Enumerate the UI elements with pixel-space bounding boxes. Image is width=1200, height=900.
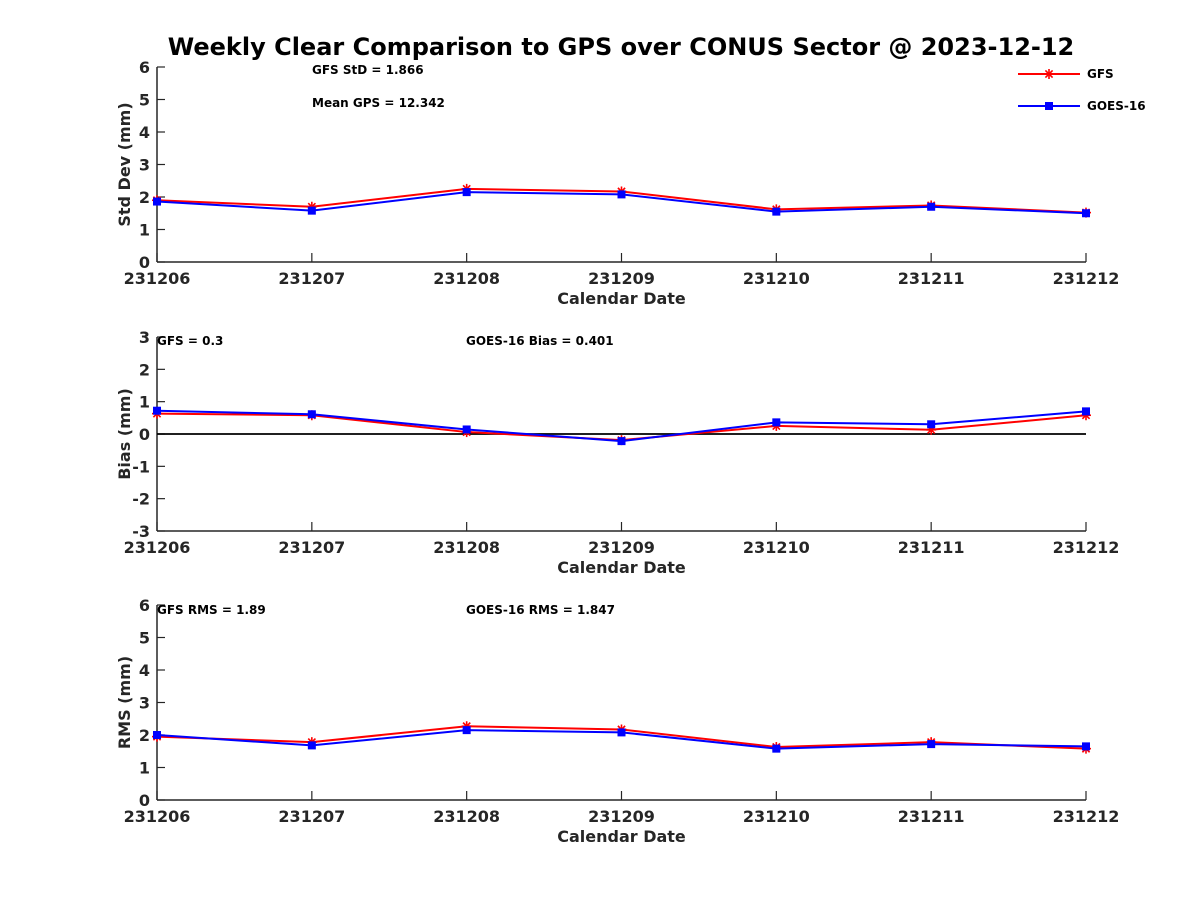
legend-marker	[1045, 102, 1053, 110]
x-tick-label: 231211	[898, 538, 965, 557]
data-point	[617, 437, 626, 446]
data-point	[1082, 209, 1090, 218]
stat-annotation: GOES-16 Bias = 0.401	[466, 334, 614, 348]
y-tick-label: 4	[139, 661, 150, 680]
stat-annotation: GFS StD = 1.866	[312, 63, 424, 77]
x-tick-label: 231210	[743, 538, 810, 557]
data-point	[772, 418, 781, 427]
legend-item-goes-16: GOES-16	[1018, 99, 1146, 113]
data-point	[927, 202, 936, 211]
x-tick-label: 231207	[278, 807, 345, 826]
y-axis-label: Bias (mm)	[115, 388, 134, 480]
y-tick-label: 0	[139, 425, 150, 444]
y-tick-label: 1	[139, 221, 150, 240]
data-point	[462, 726, 471, 735]
panel-2: -3 -2 -1 0 1 2 3 231206 231207 231208 231209 231210…	[115, 328, 1119, 577]
data-point	[307, 206, 316, 215]
stat-annotation: GFS RMS = 1.89	[157, 603, 266, 617]
y-tick-label: 2	[139, 188, 150, 207]
x-tick-label: 231206	[124, 538, 191, 557]
y-axis-label: Std Dev (mm)	[115, 102, 134, 226]
y-tick-label: 3	[139, 694, 150, 713]
legend-item-gfs: GFS	[1018, 67, 1114, 81]
series-gfs	[152, 183, 1091, 218]
x-tick-label: 231209	[588, 269, 655, 288]
y-tick-label: 5	[139, 91, 150, 110]
y-tick-label: 1	[139, 393, 150, 412]
series-gfs	[152, 721, 1091, 754]
x-tick-label: 231210	[743, 807, 810, 826]
y-tick-label: 1	[139, 759, 150, 778]
data-point	[307, 741, 316, 750]
x-tick-label: 231211	[898, 807, 965, 826]
x-tick-label: 231206	[124, 269, 191, 288]
y-tick-label: -2	[132, 490, 150, 509]
chart-title: Weekly Clear Comparison to GPS over CONU…	[168, 33, 1075, 61]
x-tick-label: 231207	[278, 269, 345, 288]
data-point	[617, 728, 626, 737]
x-tick-label: 231208	[433, 807, 500, 826]
y-tick-label: 0	[139, 791, 150, 810]
y-tick-label: 3	[139, 328, 150, 347]
x-axis-label: Calendar Date	[557, 289, 686, 308]
x-axis-label: Calendar Date	[557, 558, 686, 577]
x-tick-label: 231209	[588, 538, 655, 557]
legend: GFS GOES-16	[1018, 67, 1146, 113]
x-tick-label: 231207	[278, 538, 345, 557]
data-point	[307, 410, 316, 419]
panel-3: 0 1 2 3 4 5 6 231206 231207 231208 231209 231210 231…	[115, 596, 1119, 846]
x-tick-label: 231212	[1053, 807, 1120, 826]
stat-annotation: Mean GPS = 12.342	[312, 96, 445, 110]
y-tick-label: 3	[139, 156, 150, 175]
data-point	[927, 740, 936, 749]
legend-label: GFS	[1087, 67, 1114, 81]
legend-label: GOES-16	[1087, 99, 1146, 113]
y-tick-label: -1	[132, 457, 150, 476]
x-tick-label: 231212	[1053, 538, 1120, 557]
data-point	[772, 744, 781, 753]
data-point	[1082, 742, 1090, 751]
legend-marker	[1044, 69, 1054, 79]
y-tick-label: 4	[139, 123, 150, 142]
series-goes-16	[153, 726, 1090, 753]
series-goes-16	[153, 188, 1090, 218]
stat-annotation: GFS = 0.3	[157, 334, 223, 348]
y-tick-label: 6	[139, 596, 150, 615]
data-point	[153, 731, 161, 739]
y-tick-label: 2	[139, 726, 150, 745]
x-tick-label: 231209	[588, 807, 655, 826]
x-tick-label: 231208	[433, 269, 500, 288]
data-point	[462, 425, 471, 434]
x-tick-label: 231212	[1053, 269, 1120, 288]
data-point	[1082, 407, 1090, 416]
x-tick-label: 231208	[433, 538, 500, 557]
y-tick-label: 6	[139, 58, 150, 77]
stat-annotation: GOES-16 RMS = 1.847	[466, 603, 615, 617]
data-point	[927, 420, 936, 429]
panel-1: 0 1 2 3 4 5 6 231206 231207 231208 231209 231210 231…	[115, 58, 1119, 308]
x-tick-label: 231206	[124, 807, 191, 826]
y-tick-label: 2	[139, 360, 150, 379]
y-tick-label: -3	[132, 522, 150, 541]
y-tick-label: 0	[139, 253, 150, 272]
y-tick-label: 5	[139, 629, 150, 648]
x-tick-label: 231210	[743, 269, 810, 288]
y-axis-label: RMS (mm)	[115, 656, 134, 749]
data-point	[153, 197, 161, 206]
data-point	[617, 190, 626, 199]
data-point	[153, 406, 161, 415]
x-tick-label: 231211	[898, 269, 965, 288]
data-point	[772, 207, 781, 216]
series-goes-16	[153, 406, 1090, 446]
data-point	[462, 188, 471, 197]
x-axis-label: Calendar Date	[557, 827, 686, 846]
